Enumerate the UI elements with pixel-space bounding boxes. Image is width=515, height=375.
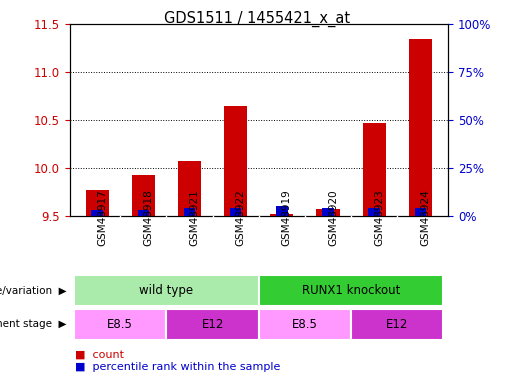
- Bar: [351, 309, 443, 340]
- Text: wild type: wild type: [140, 284, 194, 297]
- Bar: [74, 309, 166, 340]
- Text: GSM48917: GSM48917: [97, 190, 107, 246]
- Bar: [230, 208, 242, 216]
- Text: ■  count: ■ count: [75, 350, 124, 359]
- Text: E8.5: E8.5: [107, 318, 133, 331]
- Bar: [415, 208, 426, 216]
- Text: ■  percentile rank within the sample: ■ percentile rank within the sample: [75, 362, 280, 372]
- Bar: [92, 210, 103, 216]
- Bar: [368, 208, 380, 216]
- Bar: [363, 123, 386, 216]
- Text: E8.5: E8.5: [292, 318, 318, 331]
- Text: development stage  ▶: development stage ▶: [0, 320, 67, 329]
- Text: GDS1511 / 1455421_x_at: GDS1511 / 1455421_x_at: [164, 11, 351, 27]
- Text: GSM48918: GSM48918: [143, 190, 153, 246]
- Bar: [178, 161, 201, 216]
- Text: RUNX1 knockout: RUNX1 knockout: [302, 284, 400, 297]
- Bar: [184, 208, 195, 216]
- Text: GSM48924: GSM48924: [420, 190, 431, 246]
- Bar: [409, 39, 432, 216]
- Bar: [259, 309, 351, 340]
- Text: GSM48921: GSM48921: [190, 190, 199, 246]
- Text: E12: E12: [386, 318, 408, 331]
- Bar: [224, 106, 247, 216]
- Bar: [138, 210, 149, 216]
- Bar: [259, 275, 443, 306]
- Bar: [276, 206, 288, 216]
- Text: GSM48920: GSM48920: [328, 190, 338, 246]
- Text: GSM48923: GSM48923: [374, 190, 384, 246]
- Bar: [270, 214, 294, 216]
- Bar: [322, 208, 334, 216]
- Bar: [317, 209, 339, 216]
- Text: GSM48922: GSM48922: [236, 190, 246, 246]
- Text: E12: E12: [201, 318, 224, 331]
- Text: GSM48919: GSM48919: [282, 190, 292, 246]
- Bar: [85, 190, 109, 216]
- Bar: [132, 174, 155, 216]
- Bar: [74, 275, 259, 306]
- Bar: [166, 309, 259, 340]
- Text: genotype/variation  ▶: genotype/variation ▶: [0, 286, 67, 296]
